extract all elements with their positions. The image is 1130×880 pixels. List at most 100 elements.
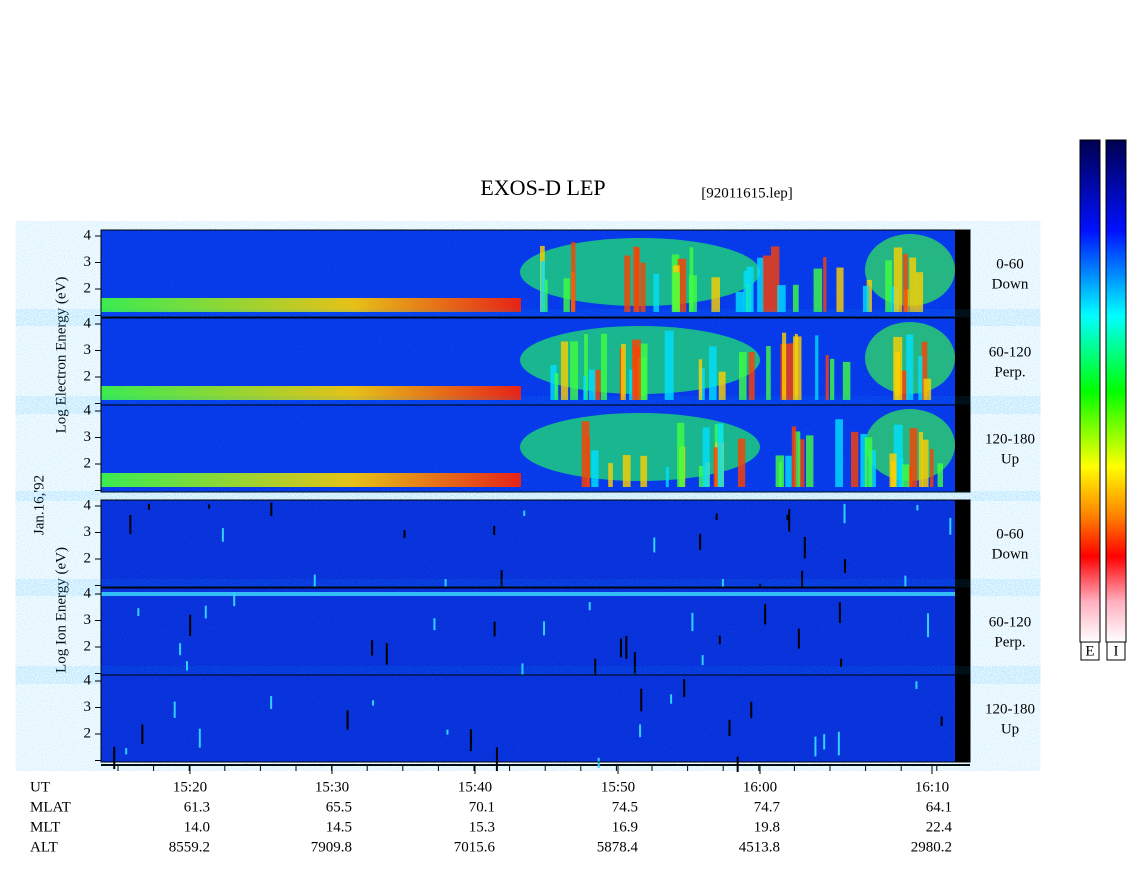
color-bar-label: E xyxy=(1085,643,1094,659)
y-tick-label: 4 xyxy=(84,227,92,243)
burst xyxy=(593,369,601,400)
noise xyxy=(101,588,955,675)
speck xyxy=(915,681,918,689)
speck xyxy=(701,655,704,666)
file-name: [92011615.lep] xyxy=(701,185,793,201)
burst xyxy=(791,426,797,487)
speck xyxy=(801,570,804,590)
speck xyxy=(113,746,116,770)
row-value: 8559.2 xyxy=(169,839,210,855)
burst xyxy=(864,437,873,487)
edge-strip xyxy=(955,405,970,492)
burst xyxy=(738,352,747,400)
burst xyxy=(698,465,707,487)
burst xyxy=(906,334,914,400)
burst xyxy=(915,272,924,312)
row-value: 7015.6 xyxy=(454,839,496,855)
burst xyxy=(624,255,631,312)
speck xyxy=(493,526,496,536)
y-tick-label: 3 xyxy=(84,699,92,715)
burst xyxy=(622,455,631,487)
speck xyxy=(495,747,498,772)
speck xyxy=(346,710,349,730)
burst xyxy=(890,461,896,487)
panel-frame xyxy=(100,229,971,318)
burst xyxy=(689,247,694,312)
burst xyxy=(743,270,748,312)
angle-label: 120-180 xyxy=(985,431,1035,447)
speck xyxy=(446,729,449,735)
speck xyxy=(736,756,739,773)
burst xyxy=(937,463,944,487)
burst xyxy=(862,285,870,312)
direction-label: Down xyxy=(992,276,1029,292)
direction-label: Down xyxy=(992,546,1029,562)
burst xyxy=(637,357,647,400)
time-label: 15:30 xyxy=(315,779,349,795)
y-tick-label: 2 xyxy=(84,368,92,384)
row-value: 74.5 xyxy=(612,799,638,815)
burst xyxy=(677,258,687,312)
burst xyxy=(586,435,590,487)
burst xyxy=(782,332,787,400)
speck xyxy=(803,536,806,559)
burst xyxy=(923,378,932,400)
burst xyxy=(835,419,843,487)
burst xyxy=(868,450,876,487)
burst xyxy=(554,373,559,400)
speck xyxy=(940,716,943,727)
edge-strip xyxy=(955,230,970,317)
speck xyxy=(718,635,721,645)
burst xyxy=(677,422,685,487)
burst xyxy=(893,424,903,487)
burst xyxy=(702,427,710,487)
speck xyxy=(814,736,817,757)
burst xyxy=(583,375,587,400)
y-tick-label: 2 xyxy=(84,725,92,741)
row-value: 4513.8 xyxy=(739,839,780,855)
panel-frame xyxy=(100,674,971,763)
ion-line xyxy=(101,592,955,596)
y-tick-label: 3 xyxy=(84,254,92,270)
burst xyxy=(757,257,764,312)
time-label: 15:20 xyxy=(173,779,207,795)
speck xyxy=(594,658,597,676)
title: EXOS-D LEP xyxy=(480,175,605,200)
speck xyxy=(840,658,843,667)
direction-label: Perp. xyxy=(994,634,1025,650)
burst xyxy=(908,466,913,487)
ion-axis-label: Log Ion Energy (eV) xyxy=(53,547,69,673)
row-value: 15.3 xyxy=(469,819,495,835)
speck xyxy=(141,724,144,744)
row-label: MLT xyxy=(30,819,60,835)
row-value: 19.8 xyxy=(754,819,780,835)
speck xyxy=(523,510,526,516)
angle-label: 60-120 xyxy=(989,614,1032,630)
speck xyxy=(137,608,140,617)
row-value: 70.1 xyxy=(469,799,495,815)
speck xyxy=(728,719,731,737)
speck xyxy=(764,604,767,625)
speck xyxy=(619,638,622,658)
burst xyxy=(922,439,929,487)
y-tick-label: 4 xyxy=(84,402,92,418)
burst xyxy=(563,278,570,312)
burst xyxy=(779,461,783,487)
burst xyxy=(866,279,872,312)
speck xyxy=(916,504,919,511)
burst xyxy=(600,333,608,400)
angle-label: 120-180 xyxy=(985,701,1035,717)
speck xyxy=(797,628,800,649)
time-label: 15:40 xyxy=(458,779,492,795)
burst xyxy=(540,261,546,312)
speck xyxy=(640,688,643,712)
burst xyxy=(665,466,669,487)
row-value: 64.1 xyxy=(926,799,952,815)
speck xyxy=(179,643,182,656)
y-tick-label: 4 xyxy=(84,497,92,513)
arc-feature xyxy=(520,238,760,306)
burst xyxy=(830,358,835,400)
burst xyxy=(894,352,900,400)
speck xyxy=(403,529,406,538)
